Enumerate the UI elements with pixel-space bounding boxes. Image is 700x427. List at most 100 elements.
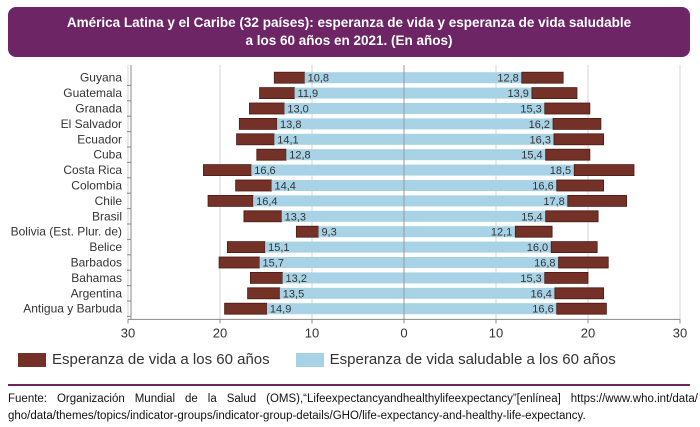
bar-right-healthy [404,103,545,114]
x-tick-label: 30 [673,325,687,340]
x-tick-label: 0 [400,325,407,340]
data-label-right: 15,3 [520,104,541,116]
title-line-2: a los 60 años en 2021. (En años) [245,33,453,48]
chart-title: América Latina y el Caribe (32 países): … [8,7,690,57]
bar-left-life [273,71,306,84]
bar-right-life [556,302,607,315]
bar-left-life [295,225,319,238]
bar-left-healthy [251,164,404,176]
bar-right-life [545,210,599,223]
bar-left-life [238,118,278,130]
data-label-left: 15,1 [268,242,289,254]
category-label: Chile [95,194,123,208]
legend: Esperanza de vida a los 60 años Esperanz… [18,351,642,368]
category-label: Granada [75,102,122,116]
bar-right-life [544,102,591,115]
divider [8,384,690,386]
data-label-right: 15,4 [521,150,542,162]
bar-left-life [224,302,268,315]
bar-left-healthy [265,241,404,253]
bar-right-healthy [404,195,568,207]
category-label: Guatemala [63,86,122,100]
title-line-1: América Latina y el Caribe (32 países): … [66,15,632,30]
bar-left-life [256,148,287,161]
data-label-left: 13,0 [287,104,308,116]
data-label-left: 16,4 [256,196,277,208]
bar-left-healthy [253,195,404,207]
category-label: Bolivia (Est. Plur. de) [11,225,122,239]
bar-left-life [203,164,252,176]
category-label: Argentina [71,286,123,300]
data-label-left: 14,4 [275,181,296,193]
data-label-right: 16,6 [532,304,553,316]
bar-right-healthy [404,287,555,299]
bar-left-healthy [318,226,404,238]
bar-right-life [552,118,602,130]
bar-left-life [249,102,285,115]
bar-left-life [247,287,281,300]
data-label-left: 13,5 [283,288,304,300]
bar-left-healthy [274,133,404,145]
bar-right-healthy [404,118,554,130]
data-label-right: 18,5 [550,165,571,177]
x-tick-label: 30 [121,325,135,340]
bar-left-healthy [271,180,404,191]
bar-left-healthy [277,118,404,130]
data-label-right: 12,1 [491,227,512,239]
bar-right-healthy [404,133,554,145]
category-label: Guyana [80,71,122,85]
data-label-left: 11,9 [298,88,319,100]
bar-right-life [514,225,553,238]
data-label-right: 16,6 [532,181,553,193]
data-label-right: 16,2 [529,119,550,131]
category-label: Costa Rica [63,163,122,177]
category-label: Ecuador [77,132,122,146]
bar-right-healthy [404,303,557,315]
category-label: Belice [89,240,122,254]
category-label: El Salvador [61,117,122,131]
bar-right-life [544,271,589,284]
bar-right-life [553,133,605,146]
source-line-1: Fuente: Organización Mundial de la Salud… [8,393,698,405]
data-label-right: 16,4 [530,288,551,300]
bar-left-healthy [259,257,404,268]
data-label-left: 13,2 [286,273,307,285]
bar-right-healthy [404,257,559,268]
bar-left-life [236,133,275,146]
bar-right-life [531,87,578,100]
bar-left-healthy [279,287,404,299]
data-label-left: 9,3 [321,227,336,239]
data-label-left: 14,9 [270,304,291,316]
bar-left-life [259,87,295,100]
bar-left-healthy [304,72,404,84]
bar-right-healthy [404,72,522,84]
bar-right-healthy [404,149,546,161]
category-label: Antigua y Barbuda [23,302,122,316]
bar-right-life [556,179,605,192]
data-label-right: 12,8 [497,73,518,85]
data-label-left: 10,8 [308,73,329,85]
bar-left-life [235,179,272,192]
bar-left-healthy [266,303,404,315]
bar-right-life [554,287,605,300]
x-tick-label: 10 [305,325,319,340]
category-label: Bahamas [71,271,122,285]
x-tick-label: 10 [489,325,503,340]
data-label-right: 16,3 [530,134,551,146]
legend-item-healthy: Esperanza de vida saludable a los 60 año… [295,351,616,368]
bar-right-life [545,148,591,161]
bar-left-healthy [284,103,404,114]
bar-right-life [567,194,628,207]
bar-right-life [558,256,609,269]
legend-label-healthy: Esperanza de vida saludable a los 60 año… [329,351,616,368]
bar-right-healthy [404,164,575,176]
data-label-right: 15,4 [521,211,542,223]
bar-left-life [226,241,266,254]
legend-swatch-healthy [295,352,324,367]
bar-right-healthy [404,210,546,222]
bar-left-life [218,256,260,269]
data-label-right: 16,0 [527,242,548,254]
data-label-left: 13,3 [285,211,306,223]
category-label: Cuba [93,148,122,162]
bar-right-healthy [404,180,557,191]
